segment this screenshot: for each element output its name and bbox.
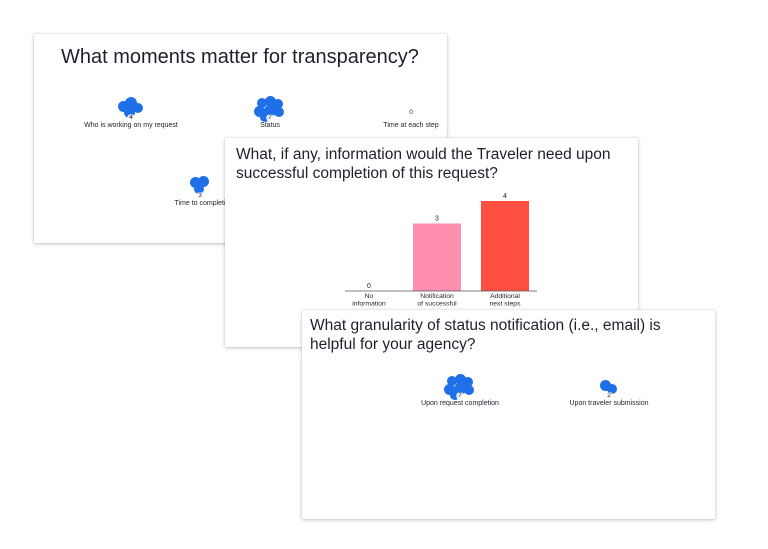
category-label-1-0: Notification (420, 293, 454, 300)
word-bubble-time-to-completion: 3 Time to completi (125, 174, 275, 207)
category-label-0-1: information (352, 301, 386, 308)
slide-title: What moments matter for transparency? (61, 46, 419, 68)
bar-1 (413, 223, 461, 291)
category-label-2-1: next steps (490, 301, 522, 308)
slide-status-granularity: What granularity of status notification … (302, 310, 715, 519)
category-label-2-0: Additional (490, 293, 520, 300)
response-count: 4 (127, 114, 135, 122)
word-bubble-upon-request-completion: 7 Upon request completion (385, 374, 535, 407)
slide-title: What granularity of status notification … (310, 317, 661, 353)
response-count: 3 (196, 192, 204, 200)
option-label: Status (260, 122, 280, 129)
response-count: 2 (605, 392, 613, 400)
category-label-0-0: No (365, 293, 374, 300)
slide-title: What, if any, information would the Trav… (236, 146, 611, 182)
data-label-1: 3 (435, 216, 439, 223)
word-bubble-upon-traveler-submission: 2 Upon traveler submission (534, 374, 684, 407)
bubble-cluster: 7 (254, 96, 286, 122)
option-label: Upon request completion (421, 400, 499, 407)
option-label: Time to completi (174, 200, 226, 207)
response-count: 7 (266, 114, 274, 122)
word-bubble-who-is-working: 4 Who is working on my request (56, 96, 206, 129)
data-label-2: 4 (503, 193, 507, 200)
word-bubble-status: 7 Status (195, 96, 345, 129)
category-label-1-1: of successful (417, 301, 457, 308)
option-label: Upon traveler submission (569, 400, 649, 407)
bubble-cluster: 7 (444, 374, 476, 400)
bubble-cluster: 2 (598, 374, 620, 400)
bubble-cluster: 4 (116, 96, 146, 122)
option-label: Who is working on my request (84, 122, 178, 129)
bubble-cluster: 3 (188, 174, 212, 200)
response-count: 7 (456, 392, 464, 400)
bar-2 (481, 201, 529, 291)
word-bubble-time-each-step: 0 Time at each step (336, 96, 486, 129)
data-label-0: 0 (367, 283, 371, 290)
response-count: 0 (409, 109, 413, 116)
option-label: Time at each step (383, 122, 439, 129)
